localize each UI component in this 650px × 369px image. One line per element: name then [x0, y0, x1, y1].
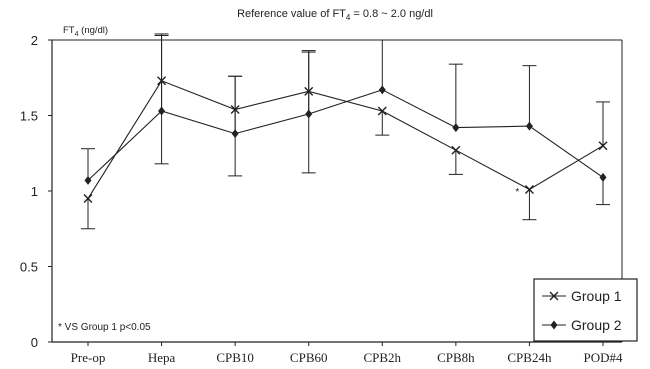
chart-title: Reference value of FT4 = 0.8 ~ 2.0 ng/dl	[237, 8, 433, 22]
x-tick-label: CPB60	[290, 350, 328, 365]
x-tick-label: POD#4	[583, 350, 623, 365]
data-point-series-2	[378, 85, 386, 95]
data-point-series-2	[599, 172, 607, 182]
y-tick-label: 1	[31, 184, 38, 199]
data-point-series-2	[452, 123, 460, 133]
significance-asterisk: *	[515, 187, 519, 198]
y-ticks: 0 0.5 1 1.5 2	[20, 33, 52, 350]
data-point-series-2	[84, 175, 92, 185]
data-point-series-1	[304, 86, 314, 96]
x-tick-label: Pre-op	[71, 350, 106, 365]
y-axis-label: FT4 (ng/dl)	[63, 25, 108, 38]
legend-marker-1	[549, 291, 559, 301]
data-point-series-1	[377, 106, 387, 116]
x-tick-label: CPB2h	[363, 350, 401, 365]
x-tick-label: CPB8h	[437, 350, 475, 365]
data-point-series-1	[83, 194, 93, 204]
data-point-series-1	[598, 141, 608, 151]
x-tick-label: CPB10	[216, 350, 254, 365]
data-point-series-2	[305, 109, 313, 119]
x-ticks: Pre-op Hepa CPB10 CPB60 CPB2h CPB8h CPB24h POD#…	[71, 342, 623, 365]
significance-note: * VS Group 1 p<0.05	[58, 322, 151, 333]
data-point-series-1	[524, 184, 534, 194]
x-tick-label: CPB24h	[507, 350, 552, 365]
y-tick-label: 2	[31, 33, 38, 48]
data-point-series-2	[231, 129, 239, 139]
legend-marker-2	[550, 320, 558, 330]
legend: Group 1 Group 2	[533, 278, 638, 342]
legend-box	[533, 278, 638, 342]
data-point-series-1	[230, 104, 240, 114]
series-line-2	[87, 89, 604, 181]
x-tick-label: Hepa	[148, 350, 176, 365]
data-point-series-2	[525, 121, 533, 131]
y-tick-label: 0.5	[20, 260, 38, 275]
data-point-series-1	[451, 145, 461, 155]
plot-area: *	[81, 33, 610, 230]
legend-label: Group 2	[571, 317, 622, 333]
data-point-series-2	[158, 106, 166, 116]
data-point-series-1	[157, 76, 167, 86]
legend-label: Group 1	[571, 288, 622, 304]
series-line-1	[87, 80, 604, 199]
y-tick-label: 1.5	[20, 109, 38, 124]
y-tick-label: 0	[31, 335, 38, 350]
